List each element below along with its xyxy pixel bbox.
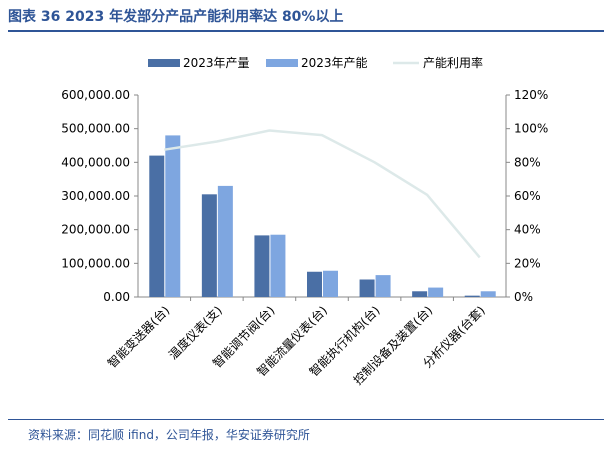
legend: 2023年产量 2023年产能 产能利用率 (148, 55, 483, 70)
legend-swatch (266, 59, 298, 67)
legend-swatch (148, 59, 180, 67)
bar-capacity (217, 185, 233, 297)
y-left-tick-label: 500,000.00 (61, 122, 130, 136)
legend-label: 2023年产量 (183, 56, 250, 70)
legend-label: 2023年产能 (301, 56, 368, 70)
bar-capacity (375, 275, 391, 297)
axes: 0.00 100,000.00 200,000.00 300,000.00 400,00… (61, 88, 548, 304)
legend-label: 产能利用率 (423, 55, 483, 70)
bar-capacity (480, 291, 496, 297)
bar-production (412, 291, 428, 297)
x-tick-label: 智能变送器(台) (104, 303, 172, 371)
source-note: 资料来源：同花顺 ifind，公司年报，华安证券研究所 (28, 428, 310, 442)
y-right-tick-label: 40% (514, 223, 541, 237)
bar-capacity (270, 234, 286, 297)
bars (149, 135, 496, 297)
bar-production (149, 155, 165, 297)
y-right-tick-label: 100% (514, 122, 548, 136)
y-right-tick-label: 60% (514, 189, 541, 203)
bar-production (254, 235, 270, 297)
x-tick-label: 温度仪表(支) (165, 303, 225, 363)
y-left-tick-label: 0.00 (103, 290, 130, 304)
y-left-tick-label: 200,000.00 (61, 223, 130, 237)
chart-title: 图表 36 2023 年发部分产品产能利用率达 80%以上 (8, 9, 344, 25)
bar-production (464, 295, 480, 297)
bar-capacity (428, 287, 444, 297)
bar-production (201, 194, 217, 297)
x-tick-labels: 智能变送器(台)温度仪表(支)智能调节阀(台)智能流量仪表(台)智能执行机构(台… (104, 303, 488, 388)
bar-production (307, 271, 322, 297)
bar-capacity (165, 135, 181, 297)
bar-capacity (323, 270, 338, 297)
y-left-tick-label: 600,000.00 (61, 88, 130, 102)
line-layer (164, 129, 481, 259)
y-right-tick-label: 20% (514, 256, 541, 270)
y-right-tick-label: 80% (514, 155, 541, 169)
y-left-tick-label: 400,000.00 (61, 155, 130, 169)
y-right-tick-label: 120% (514, 88, 548, 102)
footer-rule (8, 419, 604, 420)
y-left-tick-label: 300,000.00 (61, 189, 130, 203)
y-right-tick-label: 0% (514, 290, 533, 304)
bar-production (359, 279, 375, 297)
y-left-tick-label: 100,000.00 (61, 256, 130, 270)
chart: 2023年产量 2023年产能 产能利用率 0.00 100,000.00 200,00… (61, 55, 548, 388)
title-rule (8, 30, 604, 32)
